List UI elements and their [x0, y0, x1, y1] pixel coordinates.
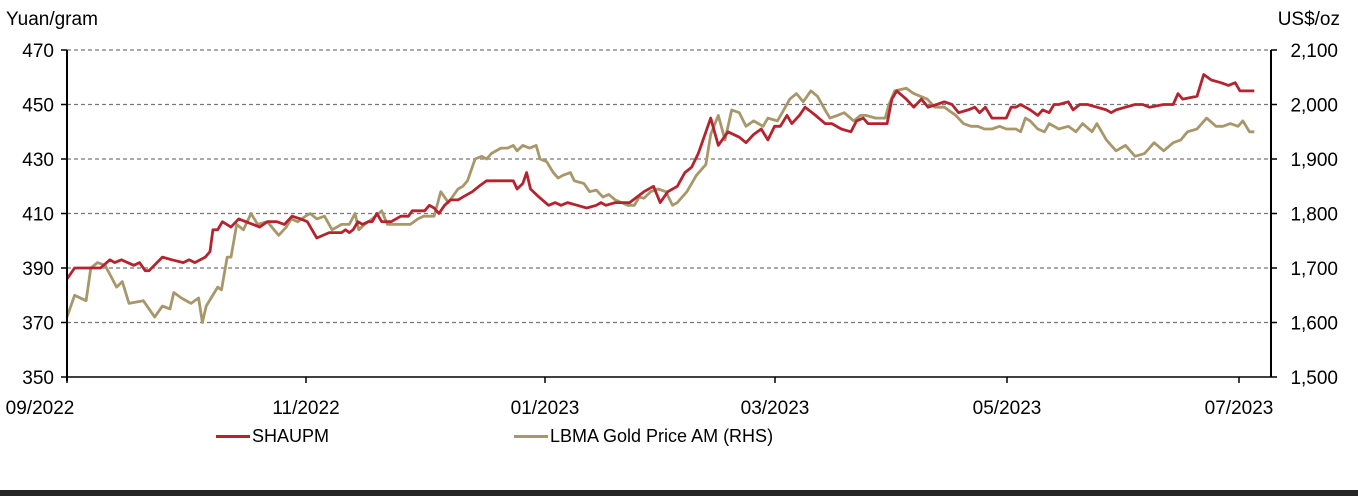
left-tick-label: 350: [22, 368, 54, 389]
right-tick-label: 1,900: [1290, 150, 1338, 171]
legend-item-shaupm: SHAUPM: [216, 426, 329, 447]
right-tick-label: 2,100: [1290, 41, 1338, 62]
left-axis-title: Yuan/gram: [6, 9, 98, 30]
axes: [61, 49, 1277, 383]
legend-label-lbma: LBMA Gold Price AM (RHS): [550, 426, 774, 446]
left-tick-label: 410: [22, 205, 54, 226]
gridlines: [67, 49, 1271, 324]
left-tick-label: 450: [22, 96, 54, 117]
bottom-bar: [0, 490, 1358, 496]
series-lines: [65, 73, 1255, 324]
right-tick-label: 1,600: [1290, 314, 1338, 335]
legend-swatch-shaupm: [216, 435, 250, 438]
legend-swatch-lbma: [514, 435, 548, 438]
legend-item-lbma: LBMA Gold Price AM (RHS): [514, 426, 773, 447]
lbma-line: [65, 86, 1255, 324]
x-tick-label: 07/2023: [1205, 398, 1274, 419]
x-tick-label: 05/2023: [973, 398, 1042, 419]
right-tick-label: 1,700: [1290, 259, 1338, 280]
x-tick-label: 09/2022: [6, 398, 75, 419]
left-tick-label: 390: [22, 259, 54, 280]
right-axis-title: US$/oz: [1278, 9, 1340, 30]
axis-labels: 350 370 390 410 430 450 470 1,500 1,600 1,700 1,80…: [6, 9, 1340, 419]
x-tick-label: 01/2023: [511, 398, 580, 419]
right-tick-label: 1,500: [1290, 368, 1338, 389]
left-tick-label: 470: [22, 41, 54, 62]
shaupm-line: [65, 73, 1255, 280]
x-tick-label: 11/2022: [272, 398, 339, 419]
left-tick-label: 370: [22, 314, 54, 335]
legend-label-shaupm: SHAUPM: [252, 426, 330, 446]
x-tick-label: 03/2023: [741, 398, 810, 419]
right-tick-label: 1,800: [1290, 205, 1338, 226]
left-tick-label: 430: [22, 150, 54, 171]
right-tick-label: 2,000: [1290, 96, 1338, 117]
